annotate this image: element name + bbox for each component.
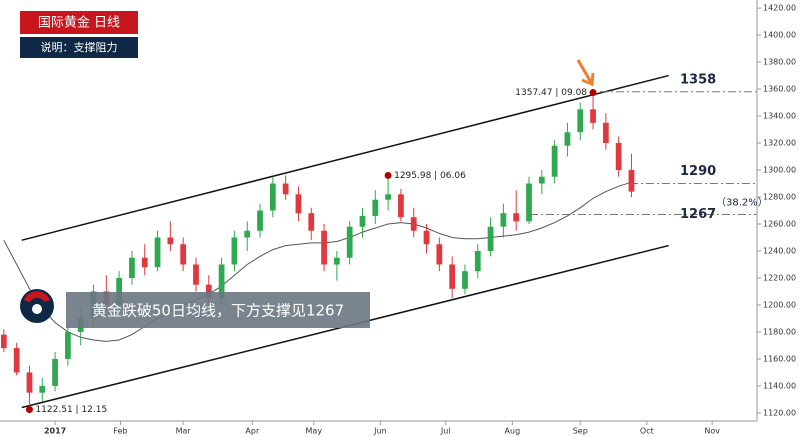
candle-body bbox=[282, 183, 289, 195]
y-tick-label: 1280.00 bbox=[763, 193, 796, 202]
candle-body bbox=[628, 170, 635, 192]
y-tick-label: 1120.00 bbox=[763, 408, 796, 417]
candle-body bbox=[257, 210, 263, 231]
level-label: 1358 bbox=[680, 72, 716, 87]
y-tick-label: 1400.00 bbox=[763, 31, 796, 40]
candle-body bbox=[359, 215, 366, 227]
y-tick-label: 1220.00 bbox=[763, 273, 796, 282]
candle-body bbox=[346, 226, 353, 258]
logo-dot bbox=[32, 304, 42, 314]
candle-body bbox=[129, 257, 135, 278]
y-tick-label: 1180.00 bbox=[763, 327, 796, 336]
candle-body bbox=[52, 358, 58, 386]
candle-body bbox=[167, 237, 174, 245]
candle-body bbox=[474, 250, 481, 272]
candle-body bbox=[321, 230, 327, 265]
title: 国际黄金 日线 bbox=[38, 15, 120, 31]
y-tick-label: 1200.00 bbox=[763, 300, 796, 309]
candle-body bbox=[551, 145, 558, 177]
annotation-dot bbox=[25, 406, 33, 414]
x-tick-label: Jun bbox=[373, 427, 387, 436]
level-label: 1290 bbox=[680, 164, 716, 179]
candle-body bbox=[513, 213, 520, 222]
annotation-label: 1295.98 | 06.06 bbox=[394, 171, 466, 181]
annotation-dot bbox=[384, 171, 392, 179]
annotation-label: 1357.47 | 09.08 bbox=[515, 88, 587, 98]
candle-body bbox=[244, 230, 251, 238]
candle-body bbox=[39, 385, 46, 393]
logo-mark bbox=[24, 291, 50, 302]
candle-body bbox=[269, 183, 276, 211]
subtitle-box bbox=[20, 37, 138, 58]
candle-body bbox=[538, 176, 545, 184]
candle-body bbox=[590, 109, 596, 123]
level-note: （38.2%） bbox=[716, 197, 768, 209]
candle-body bbox=[500, 213, 507, 227]
candle-body bbox=[180, 244, 187, 265]
y-tick-label: 1140.00 bbox=[763, 381, 796, 390]
level-label: 1267 bbox=[680, 207, 716, 222]
candle-body bbox=[13, 348, 20, 373]
x-tick-label: Oct bbox=[640, 427, 654, 436]
candle-body bbox=[154, 237, 161, 268]
x-tick-label: Jul bbox=[440, 427, 451, 436]
channel-line bbox=[21, 74, 669, 241]
candle-body bbox=[436, 244, 443, 265]
title-box bbox=[20, 11, 138, 34]
x-tick-label: Mar bbox=[176, 427, 192, 436]
caption: 黄金跌破50日均线，下方支撑见1267 bbox=[92, 302, 344, 320]
x-tick-label: May bbox=[306, 427, 323, 436]
candle-body bbox=[423, 230, 430, 245]
candle-body bbox=[577, 109, 584, 133]
y-tick-label: 1300.00 bbox=[763, 166, 796, 175]
candle-body bbox=[372, 199, 379, 216]
candle-body bbox=[295, 194, 302, 214]
annotation-label: 1122.51 | 12.15 bbox=[35, 405, 107, 415]
caption-box bbox=[66, 292, 370, 328]
x-tick-label: 2017 bbox=[44, 427, 66, 436]
candle-body bbox=[333, 257, 340, 265]
candle-body bbox=[116, 277, 123, 305]
arrow bbox=[576, 59, 595, 87]
candle-body bbox=[231, 237, 238, 265]
y-tick-label: 1320.00 bbox=[763, 139, 796, 148]
candle-body bbox=[487, 226, 494, 251]
candle-body bbox=[526, 183, 532, 222]
candle-body bbox=[385, 194, 391, 200]
x-tick-label: Feb bbox=[113, 427, 127, 436]
candle-body bbox=[205, 284, 212, 299]
ma50-line bbox=[3, 181, 632, 342]
candle-body bbox=[398, 194, 404, 218]
candle-body bbox=[65, 331, 71, 359]
candle-body bbox=[26, 372, 33, 393]
candle-body bbox=[193, 264, 199, 285]
y-tick-label: 1380.00 bbox=[763, 58, 796, 67]
y-tick-label: 1260.00 bbox=[763, 219, 796, 228]
candle-body bbox=[0, 334, 7, 349]
candle-body bbox=[449, 264, 456, 289]
candle-body bbox=[615, 143, 622, 171]
x-tick-label: Apr bbox=[245, 427, 260, 436]
subtitle: 说明：支撑阻力 bbox=[41, 40, 118, 54]
x-tick-label: Aug bbox=[505, 427, 521, 436]
x-tick-label: Sep bbox=[573, 427, 588, 436]
candle-body bbox=[141, 257, 148, 268]
candle-body bbox=[410, 217, 417, 231]
x-tick-label: Nov bbox=[704, 427, 720, 436]
y-tick-label: 1360.00 bbox=[763, 85, 796, 94]
candle-body bbox=[308, 213, 315, 231]
candle-body bbox=[602, 122, 609, 144]
candle-body bbox=[564, 132, 571, 146]
y-tick-label: 1340.00 bbox=[763, 112, 796, 121]
candle-body bbox=[218, 264, 225, 299]
y-tick-label: 1240.00 bbox=[763, 246, 796, 255]
annotation-dot bbox=[589, 88, 597, 96]
y-tick-label: 1160.00 bbox=[763, 354, 796, 363]
y-tick-label: 1420.00 bbox=[763, 4, 796, 13]
candle-body bbox=[462, 271, 468, 289]
